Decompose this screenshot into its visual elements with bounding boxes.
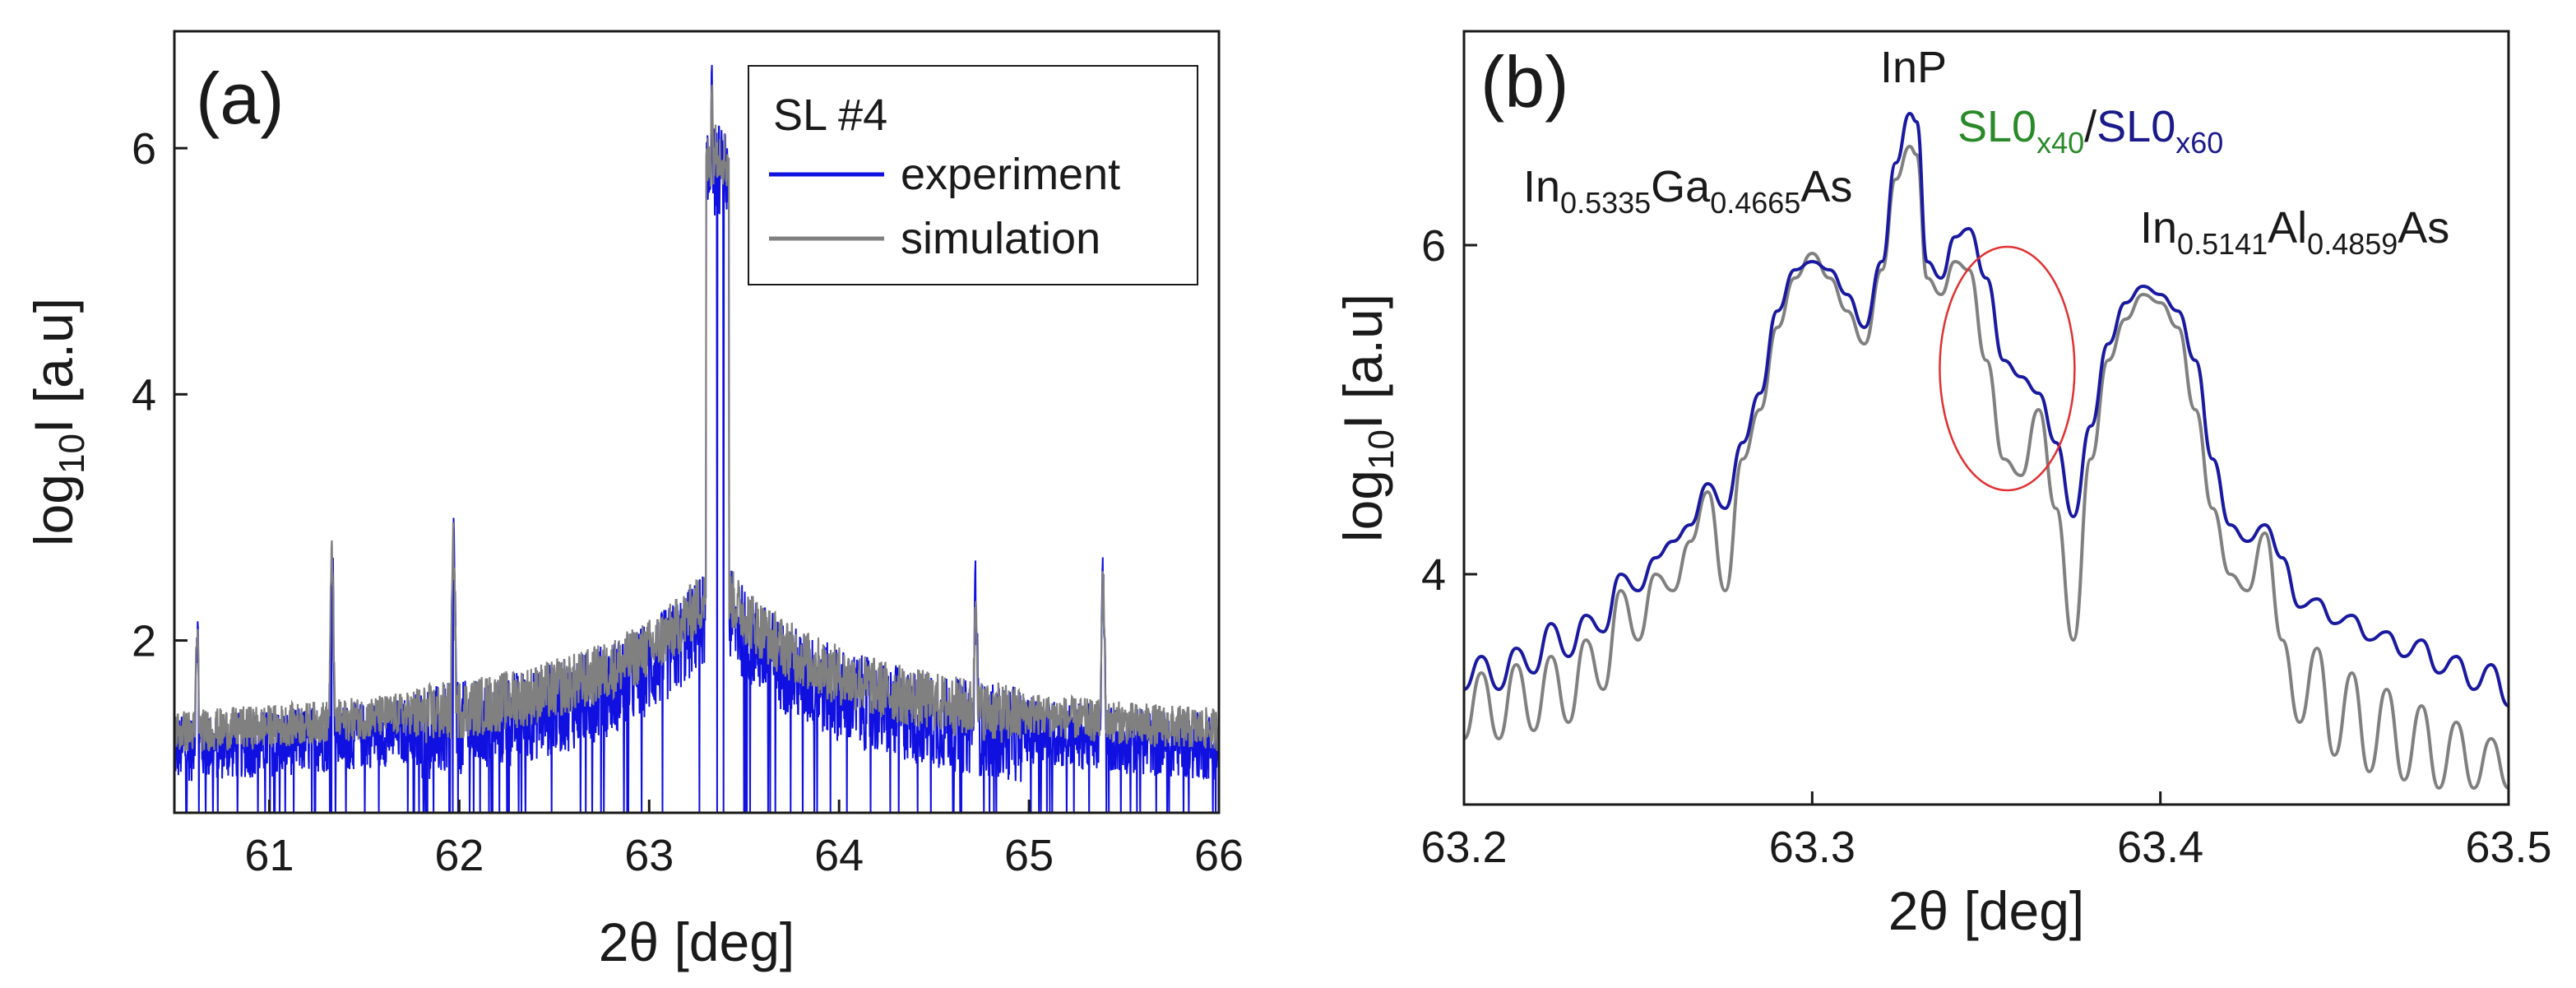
series-experiment <box>174 64 1219 813</box>
legend-title: SL #4 <box>773 90 887 140</box>
legend-simulation-label: simulation <box>901 214 1100 263</box>
annotation-sl: SL0x40/SL0x60 <box>1957 102 2223 160</box>
series-experiment <box>1464 111 2509 707</box>
panel-b-xlabel: 2θ [deg] <box>1888 880 2085 941</box>
panel-b-ylabel: log10I [a.u] <box>1332 294 1402 542</box>
panel-a-xlabel: 2θ [deg] <box>599 911 795 972</box>
x-tick-label: 63.4 <box>2117 823 2203 872</box>
panel-a-ylabel: log10I [a.u] <box>23 298 92 546</box>
annotation-ingaas: In0.5335Ga0.4665As <box>1523 162 1852 220</box>
y-tick-label: 6 <box>132 124 156 174</box>
series-simulation <box>1464 144 2509 791</box>
x-tick-label: 61 <box>244 831 294 880</box>
x-tick-label: 64 <box>814 831 864 880</box>
panel-a-label: (a) <box>196 58 285 139</box>
annotation-inalas: In0.5141Al0.4859As <box>2140 203 2449 261</box>
panel-b: 63.2 63.3 63.4 63.5 4 6 (b) In0.5335Ga0.4665A… <box>1332 30 2552 941</box>
panel-a-legend: SL #4 experiment simulation <box>748 65 1198 285</box>
x-tick-label: 63.3 <box>1769 823 1856 872</box>
x-tick-label: 63 <box>624 831 674 880</box>
y-tick-label: 2 <box>132 617 156 666</box>
annotation-inp: InP <box>1880 43 1947 92</box>
x-tick-label: 66 <box>1194 831 1244 880</box>
y-tick-label: 4 <box>132 370 156 420</box>
panel-b-series <box>1464 111 2509 791</box>
panel-a-ticks: 61 62 63 64 65 66 2 4 6 <box>132 124 1244 880</box>
panel-b-ticks: 63.2 63.3 63.4 63.5 4 6 <box>1420 221 2551 872</box>
legend-experiment-label: experiment <box>901 150 1120 199</box>
x-tick-label: 63.2 <box>1420 823 1507 872</box>
panel-a: 61 62 63 64 65 66 2 4 6 (a) SL #4 experiment sim… <box>23 30 1244 972</box>
x-tick-label: 62 <box>434 831 484 880</box>
series-simulation <box>174 84 1219 752</box>
y-tick-label: 4 <box>1421 550 1446 600</box>
panel-b-frame <box>1462 30 2510 806</box>
panel-b-label: (b) <box>1480 41 1569 123</box>
panel-a-frame <box>173 30 1221 814</box>
x-tick-label: 63.5 <box>2465 823 2551 872</box>
y-tick-label: 6 <box>1421 221 1446 271</box>
panel-a-series <box>174 64 1219 813</box>
highlight-ellipse <box>1939 245 2076 492</box>
x-tick-label: 65 <box>1004 831 1054 880</box>
